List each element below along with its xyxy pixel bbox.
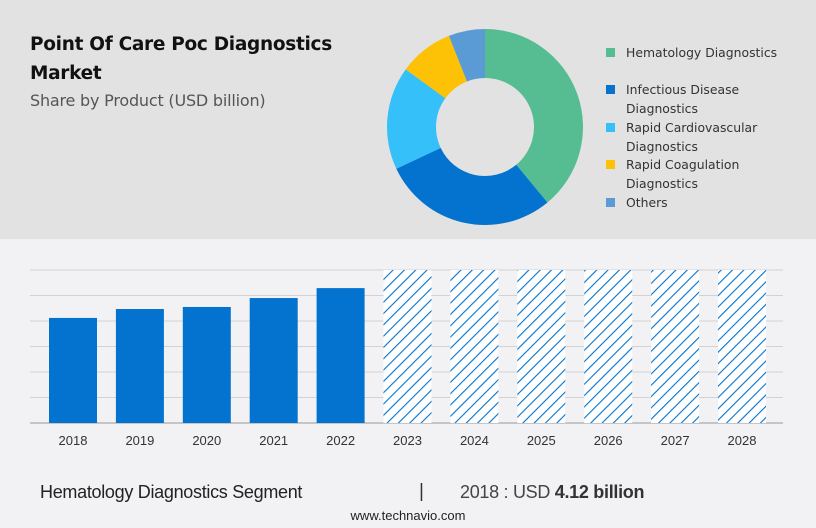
forecast-bar-2027 [651, 270, 700, 423]
legend-swatch [606, 85, 615, 94]
x-tick-label: 2019 [125, 433, 154, 448]
bar-2020 [182, 306, 231, 423]
forecast-bar-2026 [584, 270, 633, 423]
x-tick-label: 2023 [393, 433, 422, 448]
x-tick-label: 2027 [661, 433, 690, 448]
legend-label: Rapid Coagulation Diagnostics [626, 157, 740, 191]
x-tick-label: 2020 [192, 433, 221, 448]
footer-separator: | [419, 481, 424, 502]
legend-swatch [606, 48, 615, 57]
legend-label: Rapid Cardiovascular Diagnostics [626, 120, 758, 154]
x-tick-label: 2025 [527, 433, 556, 448]
x-tick-label: 2021 [259, 433, 288, 448]
legend-swatch [606, 198, 615, 207]
legend-label: Hematology Diagnostics [626, 45, 778, 60]
donut-slice-hematology-diagnostics [485, 29, 583, 203]
footer-value-bold: 4.12 billion [554, 482, 645, 502]
donut-slice-rapid-coagulation-diagnostics [405, 35, 467, 99]
x-tick-label: 2018 [59, 433, 88, 448]
x-tick-label: 2022 [326, 433, 355, 448]
donut-slice-rapid-cardiovascular-diagnostics [387, 69, 446, 169]
footer-segment-label: Hematology Diagnostics Segment [40, 482, 303, 502]
bar-2018 [49, 317, 97, 423]
bar-2019 [115, 309, 164, 423]
legend-swatch [606, 123, 615, 132]
forecast-bar-2023 [383, 270, 432, 423]
donut-slice-infectious-disease-diagnostics [396, 147, 548, 225]
x-tick-label: 2026 [594, 433, 623, 448]
bar-2022 [316, 288, 365, 423]
donut-chart [387, 29, 583, 225]
footer-value-prefix: 2018 : USD [460, 482, 555, 502]
forecast-bar-2028 [718, 270, 766, 423]
forecast-bar-2024 [450, 270, 499, 423]
donut-slice-others [448, 29, 485, 82]
x-tick-label: 2028 [728, 433, 757, 448]
chart-title: Point Of Care Poc Diagnostics Market [30, 34, 332, 84]
footer-url: www.technavio.com [350, 508, 466, 523]
forecast-bar-2025 [517, 270, 566, 423]
x-tick-label: 2024 [460, 433, 489, 448]
chart-subtitle: Share by Product (USD billion) [30, 91, 266, 110]
footer-value: 2018 : USD 4.12 billion [460, 482, 645, 503]
bar-chart: 2018 2019 2020 2021 2022 2023 2024 2025 2026 2027… [30, 269, 783, 448]
legend-label: Infectious Disease Diagnostics [626, 82, 740, 116]
bar-2021 [249, 298, 298, 423]
legend-swatch [606, 160, 615, 169]
legend-label: Others [626, 195, 668, 210]
